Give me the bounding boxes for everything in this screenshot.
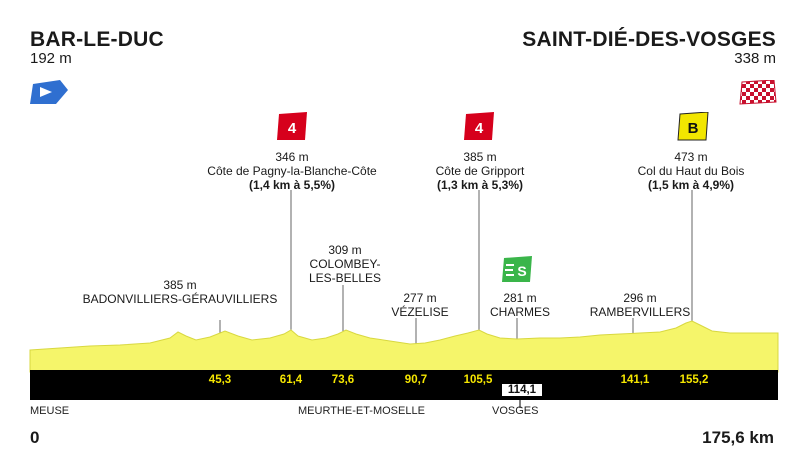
climb-name: Col du Haut du Bois bbox=[637, 164, 745, 178]
climb-detail: (1,3 km à 5,3%) bbox=[436, 178, 524, 192]
department-label: MEUSE bbox=[30, 405, 70, 417]
bonus-badge-icon: B bbox=[677, 112, 709, 141]
place-label-badonvilliers: 385 m BADONVILLIERS-GÉRAUVILLIERS bbox=[60, 278, 300, 306]
finish-flag-icon bbox=[739, 80, 777, 105]
place-name: CHARMES bbox=[489, 305, 550, 319]
start-city: BAR-LE-DUC bbox=[30, 28, 164, 51]
department-label: VOSGES bbox=[492, 405, 539, 417]
finish-city: SAINT-DIÉ-DES-VOSGES bbox=[522, 28, 776, 51]
climb-name: Côte de Pagny-la-Blanche-Côte bbox=[207, 164, 377, 178]
km-mark: 45,3 bbox=[208, 374, 232, 386]
climb-detail: (1,5 km à 4,9%) bbox=[647, 178, 735, 192]
climb-name: Côte de Gripport bbox=[435, 164, 525, 178]
place-altitude: 385 m bbox=[163, 278, 197, 292]
svg-text:4: 4 bbox=[475, 120, 484, 137]
place-name: VÉZELISE bbox=[391, 305, 449, 319]
climb-label-gripport: 385 m Côte de Gripport (1,3 km à 5,3%) bbox=[400, 150, 560, 192]
place-altitude: 277 m bbox=[403, 291, 437, 305]
place-altitude: 281 m bbox=[503, 291, 537, 305]
climb-badge-shape bbox=[277, 112, 307, 140]
start-altitude: 192 m bbox=[30, 50, 72, 67]
climb-badge-cat4-icon: 4 bbox=[277, 112, 307, 140]
km-mark: 73,6 bbox=[331, 374, 355, 386]
place-name: BADONVILLIERS-GÉRAUVILLIERS bbox=[82, 292, 278, 306]
place-altitude: 296 m bbox=[623, 291, 657, 305]
km-mark: 61,4 bbox=[279, 374, 303, 386]
climb-label-haut-du-bois: 473 m Col du Haut du Bois (1,5 km à 4,9%… bbox=[611, 150, 771, 192]
place-label-colombey: 309 m COLOMBEY- LES-BELLES bbox=[300, 243, 390, 285]
place-label-charmes: 281 m CHARMES bbox=[480, 291, 560, 319]
start-flag-icon bbox=[30, 80, 68, 104]
km-mark: 155,2 bbox=[679, 374, 709, 386]
road-bar bbox=[30, 370, 778, 400]
km-mark-sprint: 114,1 bbox=[502, 384, 542, 396]
department-label: MEURTHE-ET-MOSELLE bbox=[298, 405, 425, 417]
svg-text:4: 4 bbox=[288, 120, 297, 137]
profile-area bbox=[29, 320, 779, 373]
svg-text:B: B bbox=[688, 120, 699, 137]
km-mark: 141,1 bbox=[620, 374, 650, 386]
climb-badge-cat4-icon: 4 bbox=[464, 112, 494, 140]
distance-start: 0 bbox=[30, 428, 40, 447]
place-altitude: 309 m bbox=[328, 243, 362, 257]
place-name-line1: COLOMBEY- bbox=[309, 257, 381, 271]
climb-detail: (1,4 km à 5,5%) bbox=[248, 178, 336, 192]
sprint-badge-icon: S bbox=[502, 256, 532, 282]
place-label-rambervillers: 296 m RAMBERVILLERS bbox=[580, 291, 700, 319]
km-mark: 105,5 bbox=[463, 374, 493, 386]
climb-altitude: 385 m bbox=[463, 150, 497, 164]
climb-altitude: 346 m bbox=[275, 150, 309, 164]
place-name-line2: LES-BELLES bbox=[308, 271, 382, 285]
place-name: RAMBERVILLERS bbox=[589, 305, 691, 319]
place-label-vezelise: 277 m VÉZELISE bbox=[380, 291, 460, 319]
distance-end: 175,6 km bbox=[702, 428, 774, 447]
climb-altitude: 473 m bbox=[674, 150, 708, 164]
climb-label-pagny: 346 m Côte de Pagny-la-Blanche-Côte (1,4… bbox=[192, 150, 392, 192]
svg-text:S: S bbox=[517, 263, 526, 279]
km-mark: 90,7 bbox=[404, 374, 428, 386]
finish-altitude: 338 m bbox=[734, 50, 776, 67]
